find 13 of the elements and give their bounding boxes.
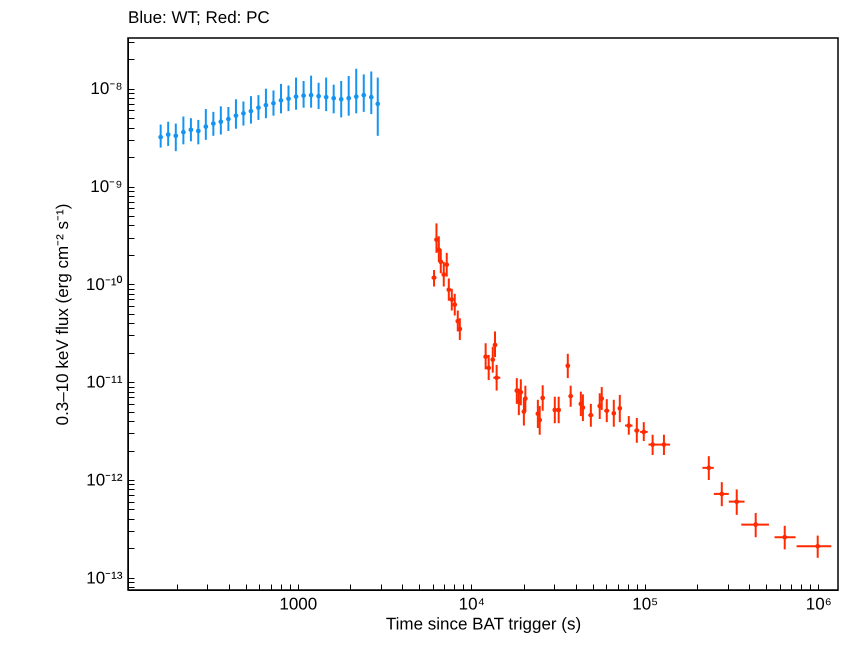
x-tick-label: 1000 [279, 594, 318, 614]
y-axis-title: 0.3–10 keV flux (erg cm⁻² s⁻¹) [52, 204, 72, 426]
x-tick-label: 10⁶ [806, 594, 832, 614]
chart-title: Blue: WT; Red: PC [128, 8, 270, 28]
y-tick-label: 10⁻¹⁰ [86, 274, 122, 294]
y-tick-label: 10⁻¹³ [86, 568, 123, 588]
y-tick-label: 10⁻⁹ [90, 177, 122, 196]
y-tick-label: 10⁻⁸ [90, 79, 122, 98]
y-tick-label: 10⁻¹² [86, 470, 123, 490]
x-tick-label: 10⁴ [458, 594, 485, 614]
y-tick-label: 10⁻¹¹ [86, 372, 123, 392]
x-axis-title: Time since BAT trigger (s) [386, 614, 582, 634]
x-tick-label: 10⁵ [632, 594, 658, 614]
